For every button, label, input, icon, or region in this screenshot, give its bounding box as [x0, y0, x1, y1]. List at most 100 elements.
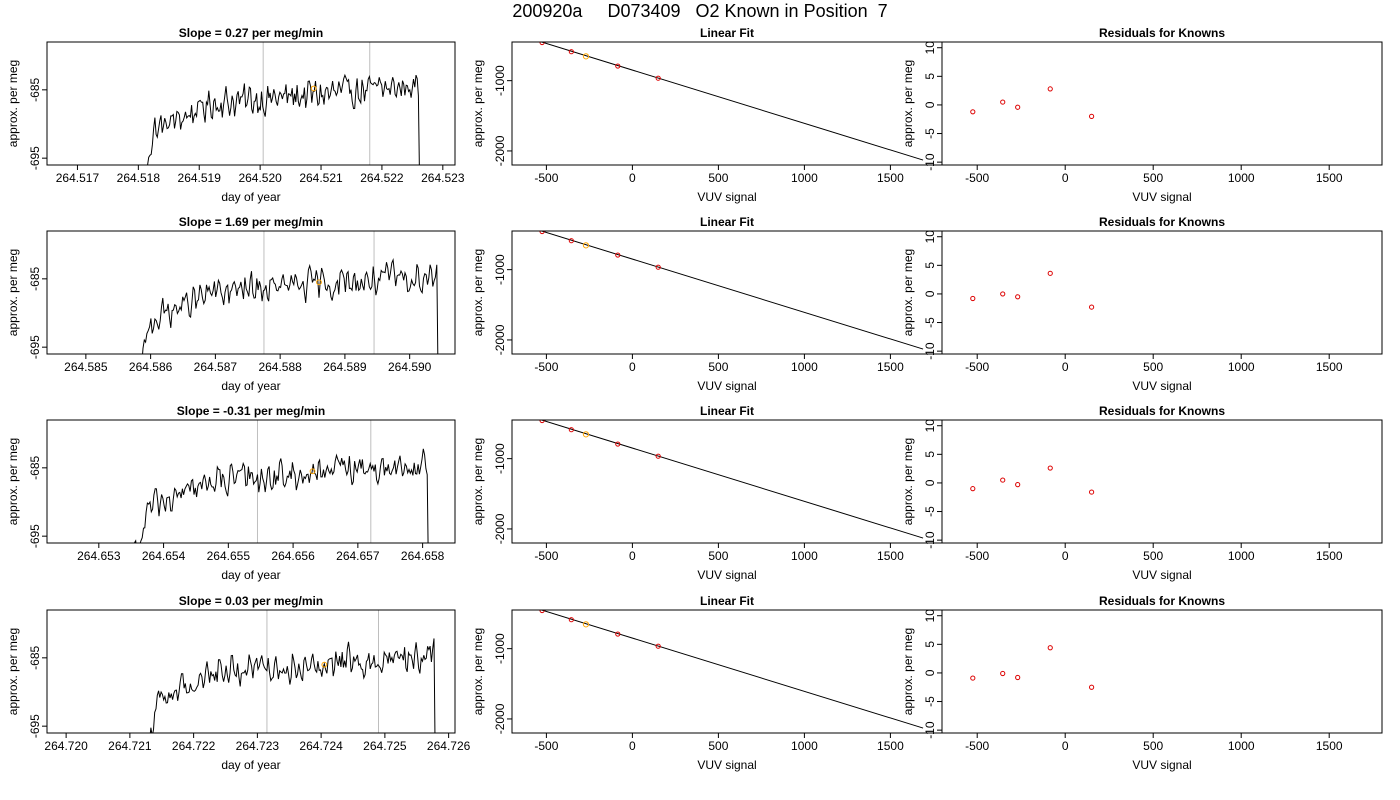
plot-frame: [511, 419, 943, 544]
data-point: [1089, 684, 1095, 690]
y-tick-label: -2000: [493, 703, 507, 734]
x-axis-label: VUV signal: [697, 190, 756, 204]
x-tick-label: 500: [708, 171, 728, 185]
x-tick-label: 264.587: [194, 360, 238, 374]
x-axis-label: VUV signal: [1132, 190, 1191, 204]
x-tick-label: 1000: [1228, 549, 1255, 563]
x-tick-label: 0: [1062, 171, 1069, 185]
plot-area: [539, 610, 924, 729]
x-tick-label: 264.724: [299, 739, 343, 753]
x-axis-label: day of year: [221, 568, 280, 582]
data-point: [615, 631, 621, 637]
x-tick-label: 1000: [1228, 360, 1255, 374]
x-tick-label: -500: [965, 549, 989, 563]
x-tick-label: 264.520: [238, 171, 282, 185]
panel-4-3: Residuals for Knowns -500 0 500 1000 1500 -10 -…: [901, 594, 1383, 772]
x-tick-label: 264.519: [178, 171, 222, 185]
x-tick-label: 264.588: [258, 360, 302, 374]
y-tick-label: -685: [28, 646, 42, 670]
x-axis-label: day of year: [221, 379, 280, 393]
y-tick-label: -695: [28, 335, 42, 359]
y-axis-label: approx. per meg: [471, 438, 485, 525]
x-tick-label: 264.589: [323, 360, 367, 374]
data-point: [1047, 270, 1053, 276]
y-tick-label: 0: [923, 669, 937, 676]
y-tick-label: -1000: [493, 633, 507, 664]
y-axis-label: approx. per meg: [471, 628, 485, 715]
x-tick-label: 0: [1062, 739, 1069, 753]
x-tick-label: 1500: [1316, 549, 1343, 563]
x-tick-label: -500: [534, 739, 558, 753]
x-tick-label: -500: [534, 549, 558, 563]
data-point: [1089, 489, 1095, 495]
y-tick-label: 5: [923, 73, 937, 80]
x-tick-label: 1500: [877, 171, 904, 185]
y-tick-label: 5: [923, 451, 937, 458]
x-axis-label: VUV signal: [697, 758, 756, 772]
x-tick-label: 264.655: [207, 549, 251, 563]
data-point: [615, 252, 621, 258]
y-tick-label: -685: [28, 456, 42, 480]
y-axis-label: approx. per meg: [901, 628, 915, 715]
panel-2-1: Slope = 1.69 per meg/min 264.585 264.586 26…: [6, 215, 456, 393]
y-tick-label: -695: [28, 714, 42, 738]
y-axis-label: approx. per meg: [6, 628, 20, 715]
y-tick-label: -10: [923, 721, 937, 739]
x-tick-label: 500: [1143, 549, 1163, 563]
x-tick-label: 500: [708, 739, 728, 753]
panel-2-2: Linear Fit -500 0 500 1000 1500 -2000 -1000 VUV …: [471, 215, 943, 393]
x-tick-label: 264.726: [427, 739, 471, 753]
y-tick-label: 0: [923, 479, 937, 486]
x-tick-label: 1500: [877, 739, 904, 753]
y-axis-label: approx. per meg: [471, 60, 485, 147]
panel-2-3: Residuals for Knowns -500 0 500 1000 1500 -10 -…: [901, 215, 1383, 393]
highlight-point: [582, 242, 590, 249]
y-axis-label: approx. per meg: [471, 249, 485, 336]
x-tick-label: 1000: [1228, 739, 1255, 753]
panel-title: Residuals for Knowns: [1099, 26, 1225, 40]
y-tick-label: -5: [923, 506, 937, 517]
data-point: [615, 441, 621, 447]
x-tick-label: 0: [629, 739, 636, 753]
signal-trace: [149, 638, 436, 733]
x-tick-label: 264.585: [64, 360, 108, 374]
plot-frame: [511, 230, 943, 355]
y-tick-label: -695: [28, 146, 42, 170]
x-tick-label: 264.720: [44, 739, 88, 753]
panel-title: Residuals for Knowns: [1099, 404, 1225, 418]
highlight-point: [582, 53, 590, 60]
x-tick-label: 264.590: [388, 360, 432, 374]
data-point: [970, 109, 976, 115]
plot-area: [970, 465, 1095, 495]
x-tick-label: 264.517: [56, 171, 100, 185]
data-point: [568, 238, 574, 244]
x-tick-label: 264.656: [271, 549, 315, 563]
data-point: [539, 42, 545, 46]
x-tick-label: -500: [534, 171, 558, 185]
data-point: [655, 643, 661, 649]
plot-area: [970, 645, 1095, 690]
y-tick-label: -1000: [493, 443, 507, 474]
x-tick-label: 264.521: [299, 171, 343, 185]
x-tick-label: 1500: [1316, 739, 1343, 753]
x-tick-label: 1000: [791, 739, 818, 753]
data-point: [1000, 670, 1006, 677]
data-point: [568, 49, 574, 55]
x-tick-label: 264.723: [236, 739, 280, 753]
x-tick-label: 264.518: [117, 171, 161, 185]
fit-line: [539, 42, 924, 161]
highlight-point: [582, 621, 590, 628]
plot-frame: [941, 41, 1383, 166]
panel-title: Residuals for Knowns: [1099, 215, 1225, 229]
x-tick-label: 0: [1062, 549, 1069, 563]
panel-3-2: Linear Fit -500 0 500 1000 1500 -2000 -1000 VUV …: [471, 404, 943, 582]
data-point: [1015, 482, 1021, 488]
x-tick-label: -500: [965, 171, 989, 185]
x-tick-label: 0: [629, 549, 636, 563]
plot-frame: [46, 41, 456, 166]
x-tick-label: 264.586: [129, 360, 173, 374]
x-tick-label: 1000: [791, 171, 818, 185]
panel-title: Slope = -0.31 per meg/min: [177, 404, 325, 418]
data-point: [1000, 477, 1006, 483]
panel-title: Linear Fit: [700, 215, 754, 229]
